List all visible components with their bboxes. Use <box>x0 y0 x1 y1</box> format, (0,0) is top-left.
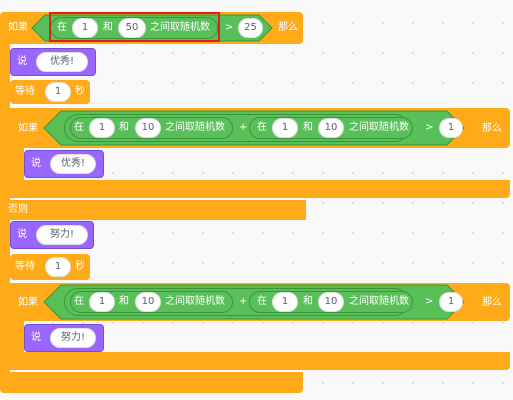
wait-keyword-else: 等待 <box>15 261 35 272</box>
say-message-input[interactable]: 优秀! <box>36 52 88 72</box>
greater-than-label-1: > <box>425 122 434 133</box>
and-label-2b: 和 <box>303 296 313 307</box>
say-keyword-nested-1: 说 <box>31 158 41 169</box>
say-message-else[interactable]: 努力! <box>36 225 88 245</box>
random-min-1b[interactable]: 1 <box>272 118 298 138</box>
wait-keyword: 等待 <box>15 86 35 97</box>
between-label-2b: 在 <box>257 296 267 307</box>
threshold-input-2[interactable]: 1 <box>439 292 463 312</box>
random-max-2a[interactable]: 10 <box>135 292 161 312</box>
seconds-label-else: 秒 <box>75 261 85 272</box>
threshold-input-1[interactable]: 1 <box>439 118 463 138</box>
random-min-1a[interactable]: 1 <box>89 118 115 138</box>
between-label-2a: 在 <box>74 296 84 307</box>
inner-if-1-keyword: 如果 <box>18 123 38 134</box>
and-label-2a: 和 <box>119 296 129 307</box>
inner-if-2-keyword: 如果 <box>18 297 38 308</box>
random-label-2b: 之间取随机数 <box>349 296 409 307</box>
say-message-nested-1[interactable]: 优秀! <box>50 154 96 174</box>
between-label: 在 <box>57 22 67 33</box>
plus-label-1: + <box>239 122 248 133</box>
between-label-1b: 在 <box>257 122 267 133</box>
and-label: 和 <box>103 22 113 33</box>
random-max-2b[interactable]: 10 <box>318 292 344 312</box>
random-label: 之间取随机数 <box>150 22 210 33</box>
wait-seconds-else[interactable]: 1 <box>45 257 71 277</box>
highlight-box <box>49 12 220 42</box>
greater-than-label-2: > <box>425 296 434 307</box>
between-label-1a: 在 <box>74 122 84 133</box>
random-max-input[interactable]: 50 <box>118 18 146 38</box>
wait-seconds-input[interactable]: 1 <box>45 82 71 102</box>
then-keyword-1: 那么 <box>482 123 502 134</box>
if-else-footer <box>0 372 303 393</box>
greater-than-label: > <box>225 22 234 33</box>
else-bar <box>0 200 306 220</box>
inner-if-2-footer <box>10 352 510 370</box>
random-label-1a: 之间取随机数 <box>165 122 225 133</box>
random-max-1a[interactable]: 10 <box>135 118 161 138</box>
if-keyword: 如果 <box>8 22 28 33</box>
random-label-1b: 之间取随机数 <box>349 122 409 133</box>
inner-if-1-footer <box>10 180 510 198</box>
random-min-2b[interactable]: 1 <box>272 292 298 312</box>
say-keyword: 说 <box>17 56 27 67</box>
random-min-input[interactable]: 1 <box>72 18 98 38</box>
say-message-nested-2[interactable]: 努力! <box>50 328 96 348</box>
inner-if-1-left-arm <box>10 108 24 198</box>
else-keyword: 否则 <box>8 204 28 215</box>
inner-if-2-left-arm <box>10 283 24 370</box>
and-label-1a: 和 <box>119 122 129 133</box>
then-keyword: 那么 <box>278 22 298 33</box>
plus-label-2: + <box>239 296 248 307</box>
seconds-label: 秒 <box>75 86 85 97</box>
say-keyword-else: 说 <box>17 229 27 240</box>
threshold-input[interactable]: 25 <box>238 18 263 38</box>
random-label-2a: 之间取随机数 <box>165 296 225 307</box>
say-keyword-nested-2: 说 <box>31 332 41 343</box>
then-keyword-2: 那么 <box>482 297 502 308</box>
random-min-2a[interactable]: 1 <box>89 292 115 312</box>
and-label-1b: 和 <box>303 122 313 133</box>
random-max-1b[interactable]: 10 <box>318 118 344 138</box>
